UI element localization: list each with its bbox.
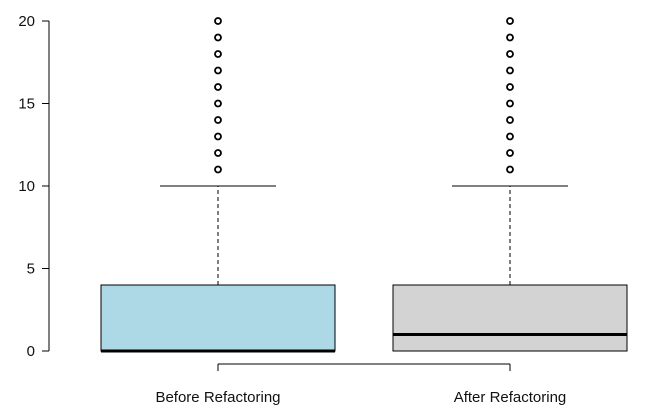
box-group: [392, 17, 628, 352]
y-tick-label: 20: [18, 13, 35, 30]
outlier-point: [506, 116, 514, 124]
outlier-point: [506, 17, 514, 25]
outlier-point: [214, 116, 222, 124]
outlier-point: [506, 165, 514, 174]
outlier-point: [214, 99, 222, 108]
outlier-point: [214, 165, 222, 174]
outlier-point: [506, 33, 514, 42]
box-iqr: [392, 284, 628, 352]
x-category-label: After Refactoring: [454, 389, 567, 406]
outlier-point: [506, 132, 514, 141]
outlier-point: [506, 149, 514, 157]
y-axis: 0 5 10 15 20: [18, 13, 50, 360]
y-tick-label: 5: [27, 261, 35, 278]
outlier-point: [214, 50, 222, 58]
outlier-point: [506, 99, 514, 108]
y-tick-label: 0: [27, 343, 35, 360]
outlier-point: [506, 83, 514, 91]
outlier-point: [506, 50, 514, 58]
box-iqr: [100, 284, 336, 352]
boxes: [100, 17, 628, 353]
box-group: [100, 17, 336, 353]
outlier-point: [214, 17, 222, 25]
outlier-point: [214, 33, 222, 42]
outlier-point: [214, 149, 222, 157]
y-tick-label: 15: [18, 96, 35, 113]
outlier-point: [214, 132, 222, 141]
x-axis: Before Refactoring After Refactoring: [155, 363, 567, 406]
x-category-label: Before Refactoring: [155, 389, 280, 406]
outlier-point: [506, 66, 514, 75]
y-tick-label: 10: [18, 178, 35, 195]
outlier-point: [214, 66, 222, 75]
outlier-point: [214, 83, 222, 91]
